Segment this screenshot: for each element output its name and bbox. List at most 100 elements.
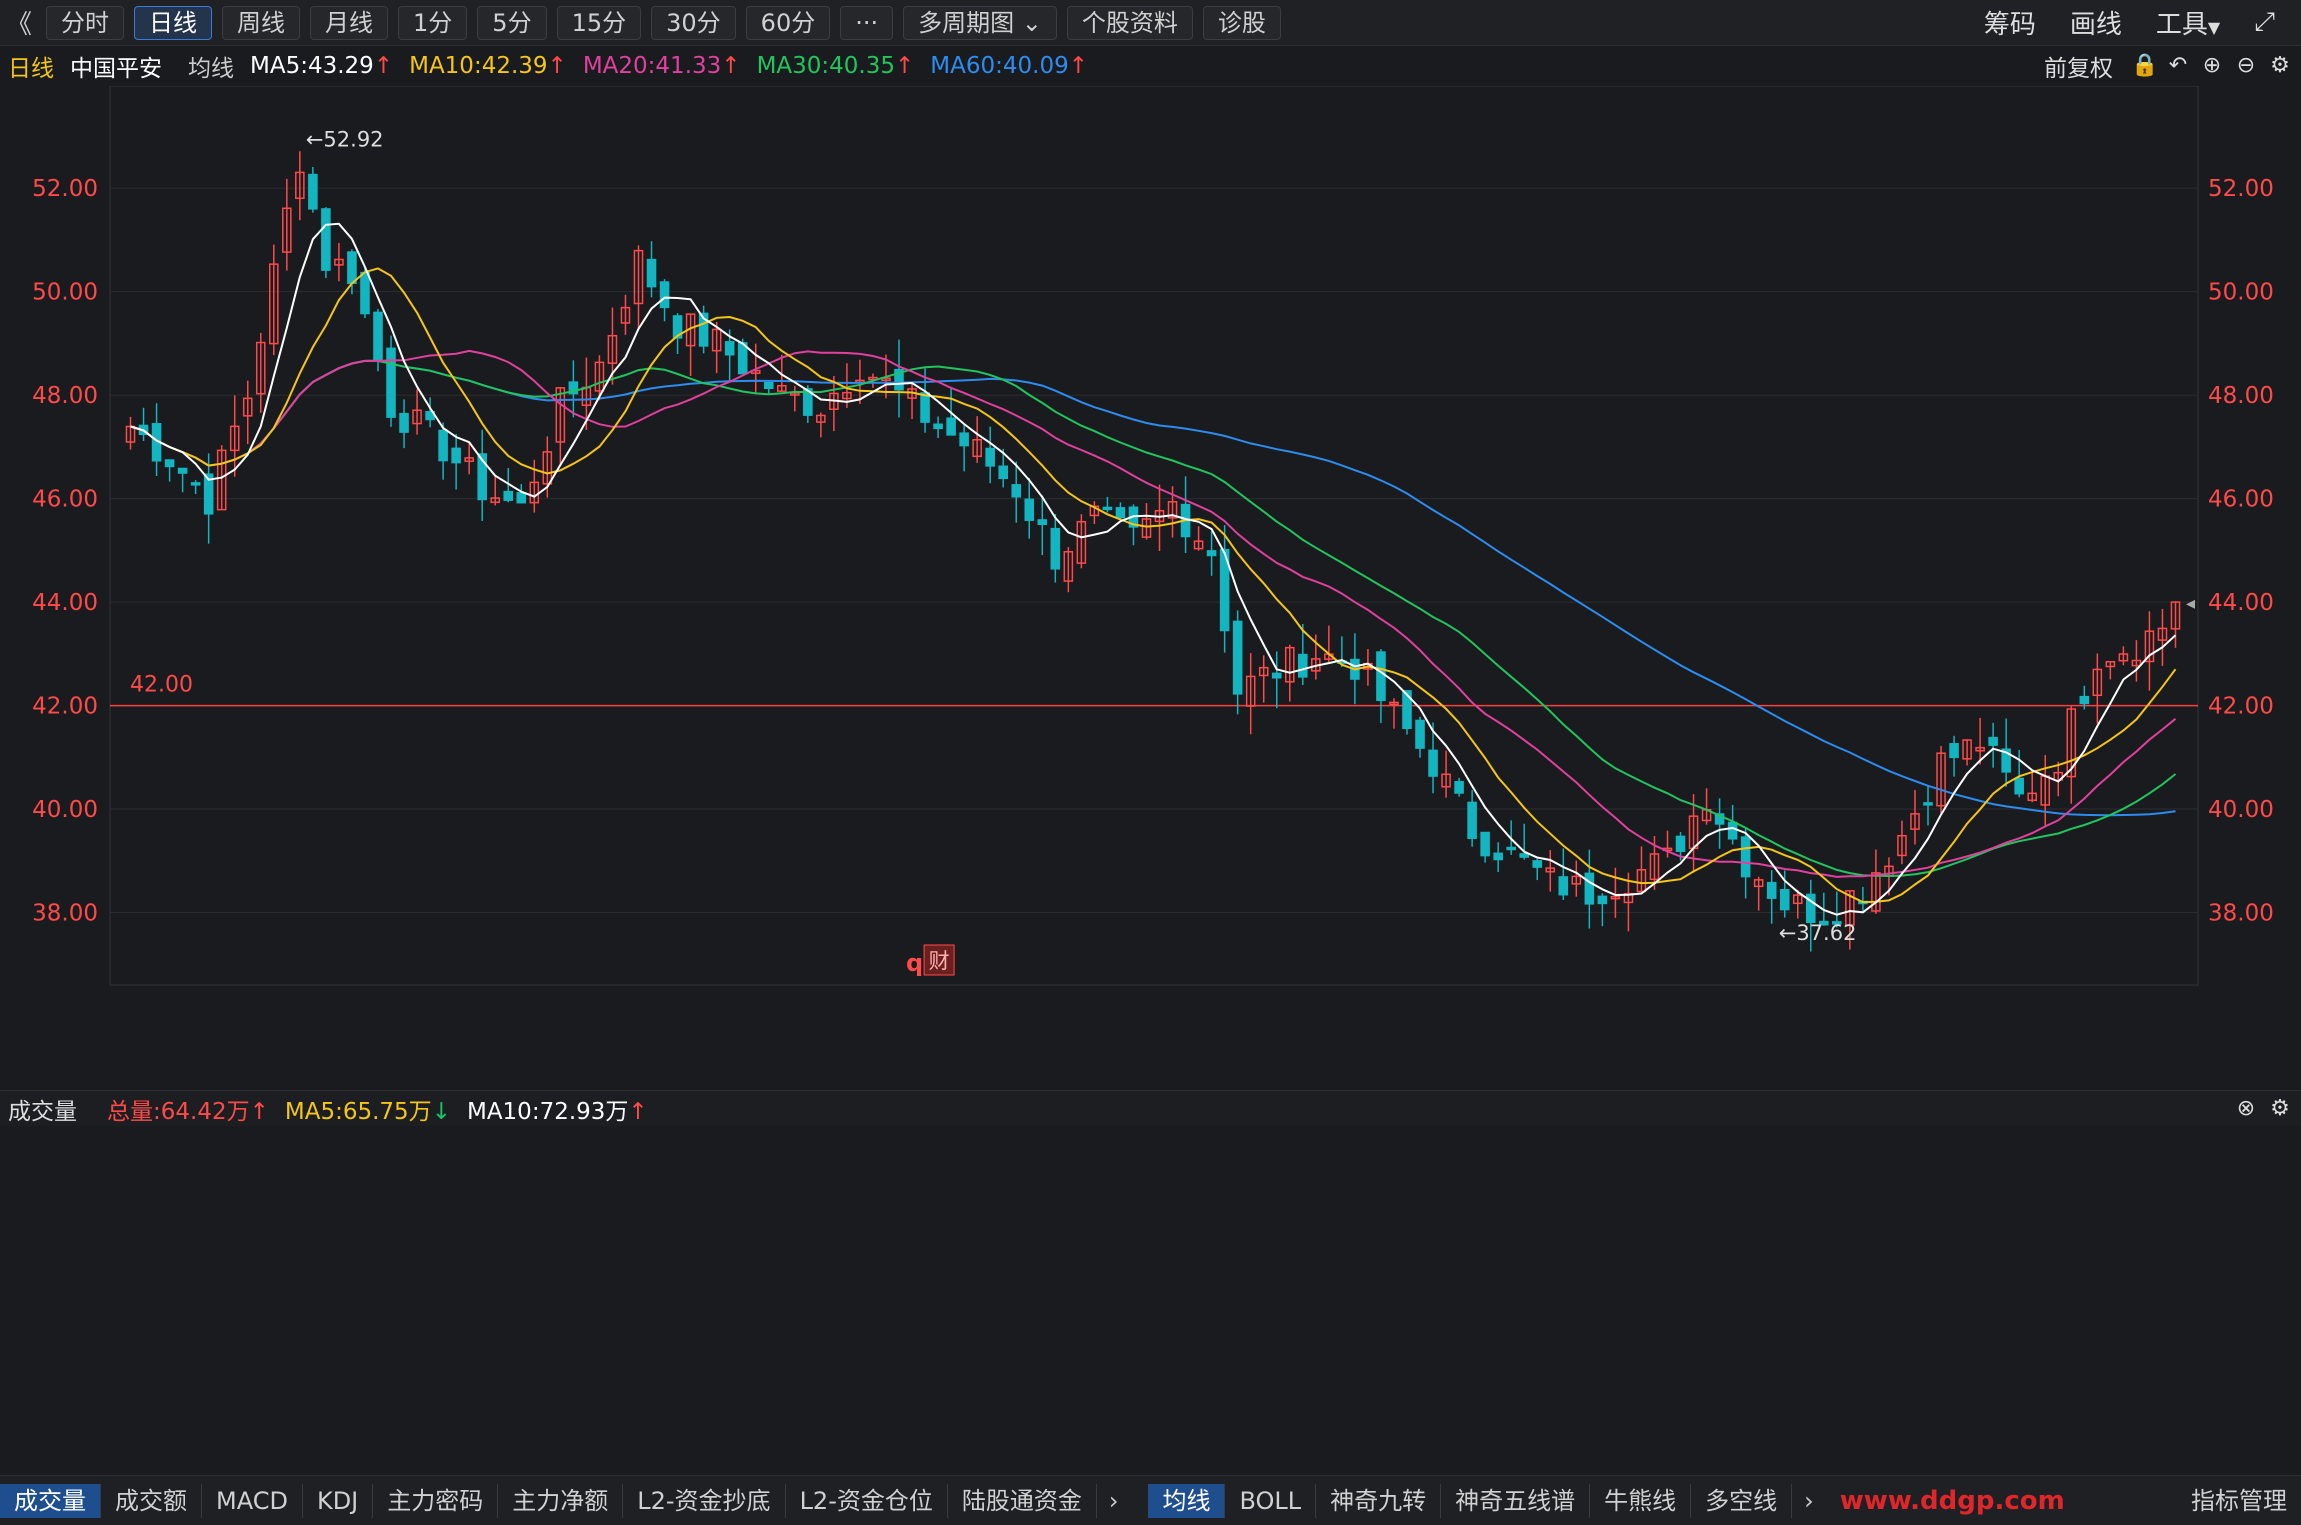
chips-button[interactable]: 筹码	[1983, 10, 2036, 40]
candle-body	[1714, 813, 1725, 825]
tab-kdj[interactable]: KDJ	[303, 1483, 374, 1518]
candle-body	[1102, 506, 1113, 511]
tab-l2-position[interactable]: L2-资金仓位	[786, 1483, 948, 1518]
ma-label[interactable]: 均线	[188, 56, 234, 82]
period-60min[interactable]: 60分	[745, 5, 831, 40]
candle-body	[503, 490, 514, 501]
period-intraday[interactable]: 分时	[46, 5, 125, 40]
candle-body	[1076, 520, 1087, 564]
collapse-icon[interactable]: 《	[6, 10, 33, 40]
candle-body	[229, 425, 240, 452]
candle-body	[477, 453, 487, 501]
volume-ma5-text: MA5:65.75万	[284, 1098, 432, 1125]
candle-body	[2170, 601, 2181, 630]
candle-body	[386, 347, 396, 418]
period-15min[interactable]: 15分	[556, 5, 642, 40]
candle-body	[1232, 620, 1243, 695]
tab-volume[interactable]: 成交量	[0, 1483, 101, 1518]
candle-body	[451, 447, 461, 464]
tab-ma[interactable]: 均线	[1148, 1483, 1226, 1518]
price-tick-right: 38.00	[2208, 901, 2274, 927]
gear-icon[interactable]: ⚙	[2270, 53, 2290, 78]
zoom-out-icon[interactable]: ⊖	[2236, 53, 2256, 78]
period-5min[interactable]: 5分	[477, 5, 547, 40]
tab-l2-bottom[interactable]: L2-资金抄底	[623, 1483, 786, 1518]
candle-body	[1675, 835, 1686, 852]
candle-body	[920, 392, 930, 423]
candle-body	[490, 497, 501, 504]
candle-body	[438, 429, 448, 462]
marker-fin-box	[923, 944, 955, 976]
price-tick-left: 38.00	[32, 901, 98, 927]
tab-long-short[interactable]: 多空线	[1691, 1483, 1793, 1518]
more-periods-button[interactable]: ···	[840, 5, 894, 40]
low-label: ←37.62	[1779, 921, 1857, 945]
candle-body	[998, 465, 1008, 480]
tab-nine[interactable]: 神奇九转	[1316, 1483, 1442, 1518]
arrow-up-icon: ↑	[628, 1098, 648, 1125]
candle-body	[1493, 852, 1503, 861]
period-daily[interactable]: 日线	[134, 5, 213, 40]
candle-body	[1402, 690, 1412, 730]
tab-five-lines[interactable]: 神奇五线谱	[1441, 1483, 1591, 1518]
candle-body	[516, 492, 527, 504]
undo-icon[interactable]: ↶	[2168, 53, 2188, 78]
candle-body	[1766, 881, 1777, 899]
tab-main-code[interactable]: 主力密码	[373, 1483, 499, 1518]
chevron-right-icon[interactable]: ›	[1804, 1486, 1814, 1515]
price-tick-left: 52.00	[32, 176, 98, 202]
candle-body	[1011, 484, 1022, 498]
candle-body	[1050, 527, 1061, 570]
kline-chart[interactable]: 52.00 52.00 50.00 50.00 48.00 48.00 46.00 46.00…	[0, 85, 2301, 1476]
draw-button[interactable]: 画线	[2069, 10, 2122, 40]
ma20-line	[130, 349, 2177, 878]
multi-period-button[interactable]: 多周期图 ⌄	[903, 5, 1057, 40]
lock-icon[interactable]: 🔒	[2131, 53, 2159, 78]
ma30-line	[130, 359, 2177, 878]
gear-icon[interactable]: ⚙	[2270, 1095, 2290, 1121]
candle-body	[1141, 518, 1152, 538]
ma-legend-bar: 日线 中国平安 均线 MA5:43.29↑ MA10:42.39↑ MA20:4…	[0, 46, 2301, 86]
price-tick-right: 52.00	[2208, 176, 2274, 202]
chevron-right-icon[interactable]: ›	[1108, 1486, 1119, 1515]
period-label: 日线	[8, 56, 54, 82]
tab-indicator-manage[interactable]: 指标管理	[2191, 1486, 2287, 1515]
chart-area[interactable]: 52.00 52.00 50.00 50.00 48.00 48.00 46.00 46.00…	[0, 85, 2301, 1476]
candle-body	[1649, 853, 1660, 881]
candle-body	[1454, 781, 1464, 794]
period-monthly[interactable]: 月线	[310, 5, 389, 40]
chevron-down-icon: ⌄	[1021, 8, 1042, 37]
ma5-line	[130, 222, 2177, 916]
fullscreen-icon[interactable]: ⤢	[2254, 7, 2275, 37]
period-weekly[interactable]: 周线	[222, 5, 301, 40]
stock-info-button[interactable]: 个股资料	[1066, 5, 1193, 40]
candle-body	[1480, 831, 1490, 857]
tab-turnover[interactable]: 成交额	[101, 1483, 202, 1518]
candle-body	[242, 397, 253, 417]
candle-body	[1584, 872, 1595, 905]
tab-main-net[interactable]: 主力净额	[498, 1483, 624, 1518]
period-1min[interactable]: 1分	[398, 5, 468, 40]
tools-button[interactable]: 工具▼	[2156, 4, 2220, 41]
volume-total: 总量:64.42万↑	[107, 1098, 269, 1125]
tab-boll[interactable]: BOLL	[1225, 1483, 1317, 1518]
close-icon[interactable]: ⊗	[2236, 1095, 2256, 1121]
zoom-in-icon[interactable]: ⊕	[2202, 53, 2222, 78]
price-tick-right: 46.00	[2208, 487, 2274, 513]
candle-body	[1727, 821, 1738, 840]
candle-body	[881, 377, 891, 382]
candle-body	[2131, 659, 2142, 667]
tab-bull-bear[interactable]: 牛熊线	[1590, 1483, 1692, 1518]
period-30min[interactable]: 30分	[651, 5, 736, 40]
candle-body	[816, 414, 826, 423]
tab-northbound[interactable]: 陆股通资金	[948, 1483, 1097, 1518]
diagnose-button[interactable]: 诊股	[1202, 5, 1281, 40]
candle-body	[2105, 660, 2116, 668]
candle-body	[269, 263, 279, 345]
arrow-up-icon: ↑	[373, 53, 394, 79]
stock-name[interactable]: 中国平安	[70, 56, 162, 82]
arrow-up-icon: ↑	[895, 53, 915, 79]
tab-macd[interactable]: MACD	[202, 1483, 303, 1518]
adjust-button[interactable]: 前复权	[2044, 56, 2113, 82]
arrow-up-icon: ↑	[721, 53, 741, 79]
